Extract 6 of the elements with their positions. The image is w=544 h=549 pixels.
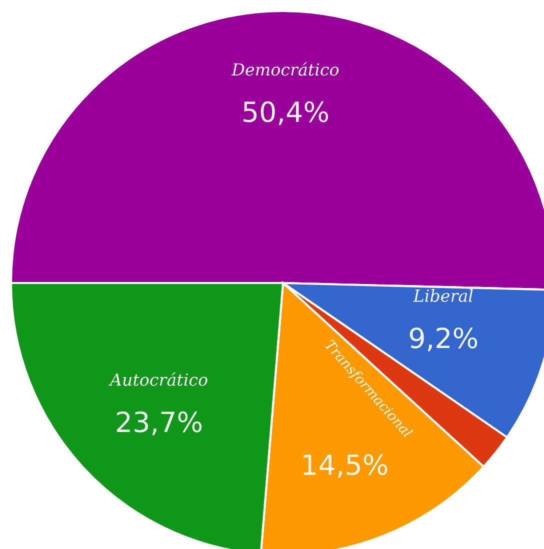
data-label: 14,5% [304, 454, 388, 478]
data-label: 50,4% [243, 101, 328, 126]
slice-label: Autocrático [108, 372, 208, 386]
slice-label: Democrático [231, 62, 339, 76]
data-label: 23,7% [116, 411, 202, 436]
slice-label: Liberal [413, 289, 473, 302]
